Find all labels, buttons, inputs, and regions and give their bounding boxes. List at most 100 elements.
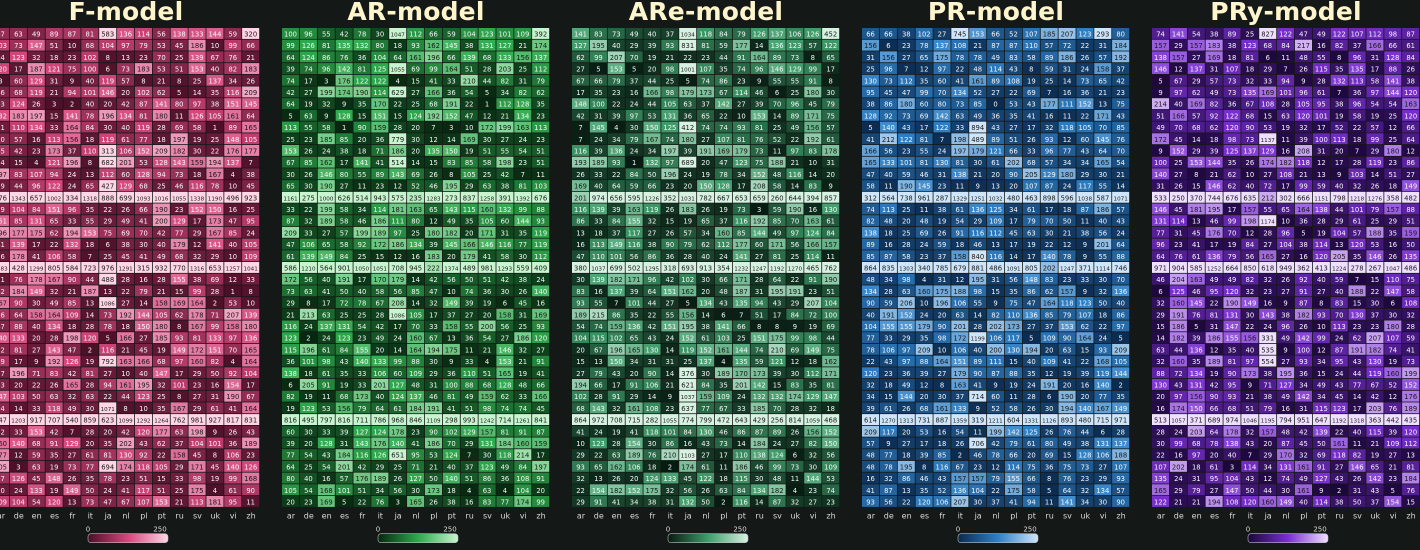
heatmap-cell (335, 203, 353, 215)
cell-value-label: 75 (1063, 463, 1072, 471)
heatmap-cell (206, 343, 224, 355)
cell-value-label: 58 (483, 159, 492, 167)
heatmap-cell (514, 51, 532, 63)
heatmap-cell (1094, 379, 1112, 390)
heatmap-cell (99, 226, 117, 238)
heatmap-cell (879, 496, 897, 507)
heatmap-cell (424, 156, 442, 168)
cell-value-label: 16 (866, 475, 875, 483)
cell-value-label: 37 (1116, 66, 1125, 74)
cell-value-label: 63 (719, 487, 728, 495)
cell-value-label: 30 (304, 428, 313, 436)
heatmap-cell (1004, 168, 1022, 180)
cell-value-label: 28 (376, 311, 385, 319)
x-tick-label: vi (520, 512, 527, 521)
cell-value-label: 116 (574, 147, 587, 155)
cell-value-label: 169 (320, 498, 333, 506)
cell-value-label: 974 (592, 194, 605, 202)
cell-value-label: 63 (50, 393, 59, 401)
heatmap-cell (987, 133, 1005, 145)
cell-value-label: 45 (193, 452, 202, 460)
heatmap-cell (152, 320, 170, 332)
cell-value-label: 141 (574, 30, 587, 38)
heatmap-cell (768, 402, 786, 414)
heatmap-cell (407, 379, 425, 390)
heatmap-cell (170, 297, 188, 308)
cell-value-label: 33 (594, 218, 603, 226)
heatmap-cell (768, 215, 786, 227)
cell-value-label: 82 (228, 66, 237, 74)
cell-value-label: 23 (826, 498, 835, 506)
heatmap-cell (424, 180, 442, 191)
heatmap-cell (371, 285, 389, 297)
heatmap-cell (822, 98, 840, 110)
cell-value-label: 132 (646, 159, 659, 167)
heatmap-cell (27, 496, 45, 507)
cell-value-label: 137 (208, 77, 221, 85)
cell-value-label: 75 (826, 112, 835, 120)
heatmap-cell (242, 379, 260, 390)
heatmap-cell (643, 133, 661, 145)
cell-value-label: 110 (463, 370, 476, 378)
heatmap-cell (879, 437, 897, 449)
heatmap-cell (407, 86, 425, 98)
heatmap-cell (206, 121, 224, 133)
heatmap-cell (768, 145, 786, 156)
heatmap-cell (45, 285, 63, 297)
cell-value-label: 18 (826, 405, 835, 413)
cell-value-label: 185 (753, 405, 766, 413)
cell-value-label: 189 (717, 370, 730, 378)
heatmap-cell (915, 156, 933, 168)
cell-value-label: 23 (1116, 89, 1125, 97)
heatmap-cell (897, 343, 915, 355)
heatmap-cell (1094, 355, 1112, 367)
cell-value-label: 84 (612, 218, 621, 226)
cell-value-label: 1051 (373, 266, 388, 272)
heatmap-cell (643, 98, 661, 110)
heatmap-cell (987, 28, 1005, 39)
cell-value-label: 79 (139, 42, 148, 50)
heatmap-cell (99, 273, 117, 285)
heatmap-cell (572, 168, 590, 180)
heatmap-cell (661, 168, 679, 180)
cell-value-label: 4 (231, 171, 235, 179)
cell-value-label: 64 (612, 183, 621, 191)
cell-value-label: 205 (302, 381, 315, 389)
cell-value-label: 51 (483, 370, 492, 378)
heatmap-cell (987, 262, 1005, 273)
heatmap-cell (679, 28, 697, 39)
cell-value-label: 9 (886, 440, 890, 448)
heatmap-cell (1094, 414, 1112, 425)
heatmap-cell (117, 379, 135, 390)
cell-value-label: 35 (1009, 288, 1018, 296)
heatmap-cell (514, 472, 532, 484)
heatmap-cell (732, 484, 750, 496)
heatmap-cell (822, 145, 840, 156)
heatmap-cell (804, 472, 822, 484)
heatmap-cell (697, 215, 715, 227)
cell-value-label: 164 (936, 358, 949, 366)
cell-value-label: 136 (1025, 311, 1038, 319)
heatmap-cell (1040, 180, 1058, 191)
cell-value-label: 18 (956, 241, 965, 249)
heatmap-cell (951, 320, 969, 332)
cell-value-label: 148 (226, 136, 239, 144)
cell-value-label: 20 (1009, 183, 1018, 191)
cell-value-label: 714 (971, 393, 984, 401)
heatmap-cell (27, 226, 45, 238)
heatmap-cell (732, 472, 750, 484)
heatmap-cell (424, 355, 442, 367)
cell-value-label: 23 (666, 183, 675, 191)
cell-value-label: 1329 (953, 196, 968, 202)
heatmap-cell (353, 496, 371, 507)
cell-value-label: 30 (648, 440, 657, 448)
cell-value-label: 28 (755, 276, 764, 284)
cell-value-label: 30 (193, 147, 202, 155)
heatmap-cell (589, 414, 607, 425)
heatmap-cell (969, 449, 987, 461)
heatmap-cell (9, 425, 27, 437)
cell-value-label: 37 (447, 311, 456, 319)
cell-value-label: 141 (155, 101, 168, 109)
cell-value-label: 282 (646, 417, 659, 425)
heatmap-cell (0, 215, 10, 227)
